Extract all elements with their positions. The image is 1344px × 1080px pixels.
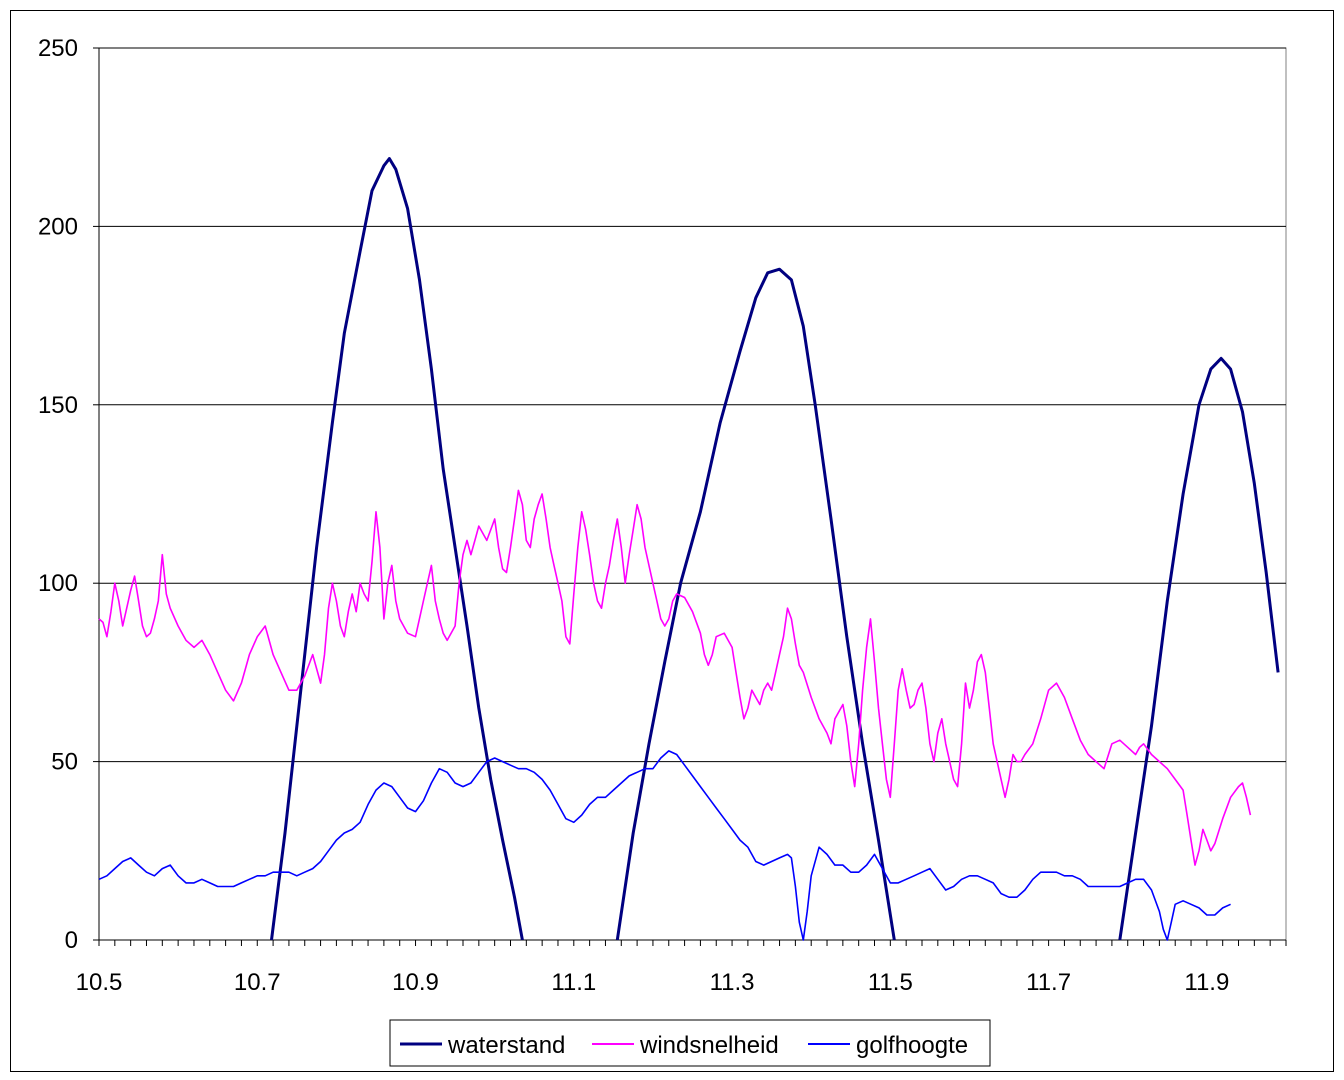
y-tick-label: 100: [38, 570, 78, 597]
legend: waterstand windsnelheid golfhoogte: [389, 1019, 991, 1067]
series-line-windsnelheid: [98, 489, 1252, 866]
series-line-golfhoogte: [98, 750, 1231, 941]
x-tick-label: 11.9: [1184, 969, 1229, 996]
x-tick-label: 10.7: [234, 969, 281, 996]
x-tick-label: 11.5: [868, 969, 913, 996]
axis-layer: 0 50 100 150 200 250 10.5 10.7 10.9 11.1 11.3 11.5 1…: [38, 35, 1287, 996]
x-tick-label: 11.7: [1026, 969, 1071, 996]
series-line-waterstand-3: [1118, 356, 1280, 941]
legend-label-windsnelheid: windsnelheid: [639, 1032, 779, 1059]
grid-layer: [98, 47, 1287, 941]
series-line-waterstand-1: [270, 157, 524, 941]
y-tick-label: 250: [38, 35, 78, 62]
y-tick-label: 50: [51, 749, 78, 776]
legend-label-waterstand: waterstand: [447, 1032, 565, 1059]
series-layer: [98, 157, 1280, 941]
legend-label-golfhoogte: golfhoogte: [856, 1032, 968, 1059]
y-tick-label: 150: [38, 392, 78, 419]
series-line-waterstand-2: [615, 267, 896, 941]
x-tick-label: 11.3: [710, 969, 755, 996]
x-tick-label: 10.5: [76, 969, 123, 996]
plot-area: [98, 47, 1287, 941]
x-tick-label: 11.1: [551, 969, 596, 996]
y-tick-label: 200: [38, 213, 78, 240]
x-tick-label: 10.9: [392, 969, 439, 996]
legend-box: [389, 1019, 991, 1067]
y-tick-label: 0: [65, 927, 78, 954]
chart-frame: [10, 10, 1334, 1072]
